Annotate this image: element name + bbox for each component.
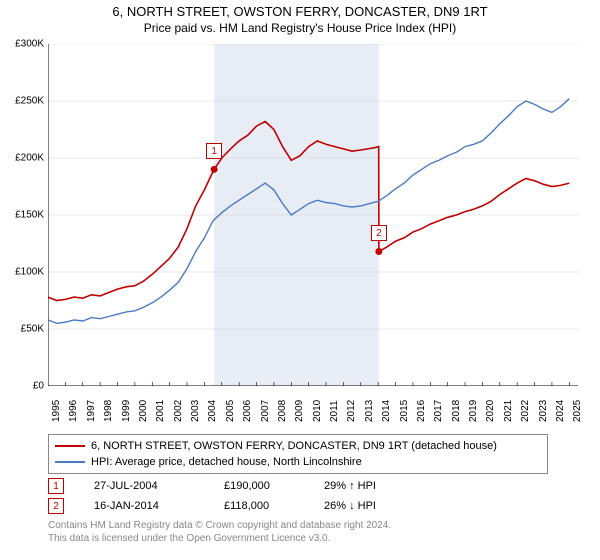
y-tick-label: £300K — [15, 39, 44, 50]
y-tick-label: £50K — [21, 324, 44, 335]
x-tick-label: 2000 — [138, 400, 149, 422]
chart-container: 6, NORTH STREET, OWSTON FERRY, DONCASTER… — [0, 0, 600, 560]
legend-label: 6, NORTH STREET, OWSTON FERRY, DONCASTER… — [91, 440, 497, 452]
x-tick-label: 2015 — [399, 400, 410, 422]
pp-date: 27-JUL-2004 — [94, 480, 224, 492]
x-tick-label: 2008 — [277, 400, 288, 422]
x-axis-labels: 1995 1996 1997 1998 1999 2000 2001 2002 2003 2004… — [48, 388, 578, 430]
legend-item: 6, NORTH STREET, OWSTON FERRY, DONCASTER… — [55, 438, 541, 454]
legend-label: HPI: Average price, detached house, Nort… — [91, 456, 362, 468]
chart-subtitle: Price paid vs. HM Land Registry's House … — [0, 19, 600, 35]
y-tick-label: £100K — [15, 267, 44, 278]
x-tick-label: 1998 — [103, 400, 114, 422]
x-tick-label: 2017 — [433, 400, 444, 422]
x-tick-label: 2004 — [207, 400, 218, 422]
x-tick-label: 1996 — [68, 400, 79, 422]
x-tick-label: 2001 — [155, 400, 166, 422]
price-paid-table: 1 27-JUL-2004 £190,000 29% ↑ HPI 2 16-JA… — [48, 476, 424, 516]
x-tick-label: 2011 — [329, 400, 340, 422]
plot-svg — [48, 44, 578, 386]
x-tick-label: 1997 — [86, 400, 97, 422]
price-point-marker-icon: 2 — [48, 498, 64, 514]
y-tick-label: £200K — [15, 153, 44, 164]
pp-date: 16-JAN-2014 — [94, 500, 224, 512]
pp-price: £190,000 — [224, 480, 324, 492]
x-tick-label: 2025 — [572, 400, 583, 422]
license-line: Contains HM Land Registry data © Crown c… — [48, 520, 391, 533]
x-tick-label: 2021 — [503, 400, 514, 422]
legend-box: 6, NORTH STREET, OWSTON FERRY, DONCASTER… — [48, 434, 548, 474]
x-tick-label: 2023 — [538, 400, 549, 422]
x-tick-label: 2019 — [468, 400, 479, 422]
license-text: Contains HM Land Registry data © Crown c… — [48, 520, 391, 545]
table-row: 2 16-JAN-2014 £118,000 26% ↓ HPI — [48, 496, 424, 516]
legend-item: HPI: Average price, detached house, Nort… — [55, 454, 541, 470]
plot-area: 12 — [48, 44, 578, 386]
chart-title: 6, NORTH STREET, OWSTON FERRY, DONCASTER… — [0, 0, 600, 19]
x-tick-label: 2007 — [260, 400, 271, 422]
x-tick-label: 1995 — [51, 400, 62, 422]
x-tick-label: 2012 — [346, 400, 357, 422]
pp-delta: 29% ↑ HPI — [324, 480, 424, 492]
price-point-marker-icon: 1 — [48, 478, 64, 494]
legend-swatch — [55, 445, 85, 447]
x-tick-label: 2009 — [294, 400, 305, 422]
y-tick-label: £0 — [33, 381, 44, 392]
y-tick-label: £150K — [15, 210, 44, 221]
x-tick-label: 2005 — [225, 400, 236, 422]
x-tick-label: 1999 — [121, 400, 132, 422]
x-tick-label: 2024 — [555, 400, 566, 422]
x-tick-label: 2010 — [312, 400, 323, 422]
y-tick-label: £250K — [15, 96, 44, 107]
x-tick-label: 2006 — [242, 400, 253, 422]
price-point-marker-icon: 2 — [371, 225, 387, 241]
x-tick-label: 2016 — [416, 400, 427, 422]
x-tick-label: 2014 — [381, 400, 392, 422]
x-tick-label: 2013 — [364, 400, 375, 422]
x-tick-label: 2002 — [173, 400, 184, 422]
price-point-marker-icon: 1 — [206, 143, 222, 159]
table-row: 1 27-JUL-2004 £190,000 29% ↑ HPI — [48, 476, 424, 496]
license-line: This data is licensed under the Open Gov… — [48, 533, 391, 546]
pp-delta: 26% ↓ HPI — [324, 500, 424, 512]
x-tick-label: 2003 — [190, 400, 201, 422]
x-tick-label: 2020 — [485, 400, 496, 422]
legend-swatch — [55, 461, 85, 463]
x-tick-label: 2022 — [520, 400, 531, 422]
pp-price: £118,000 — [224, 500, 324, 512]
x-tick-label: 2018 — [451, 400, 462, 422]
